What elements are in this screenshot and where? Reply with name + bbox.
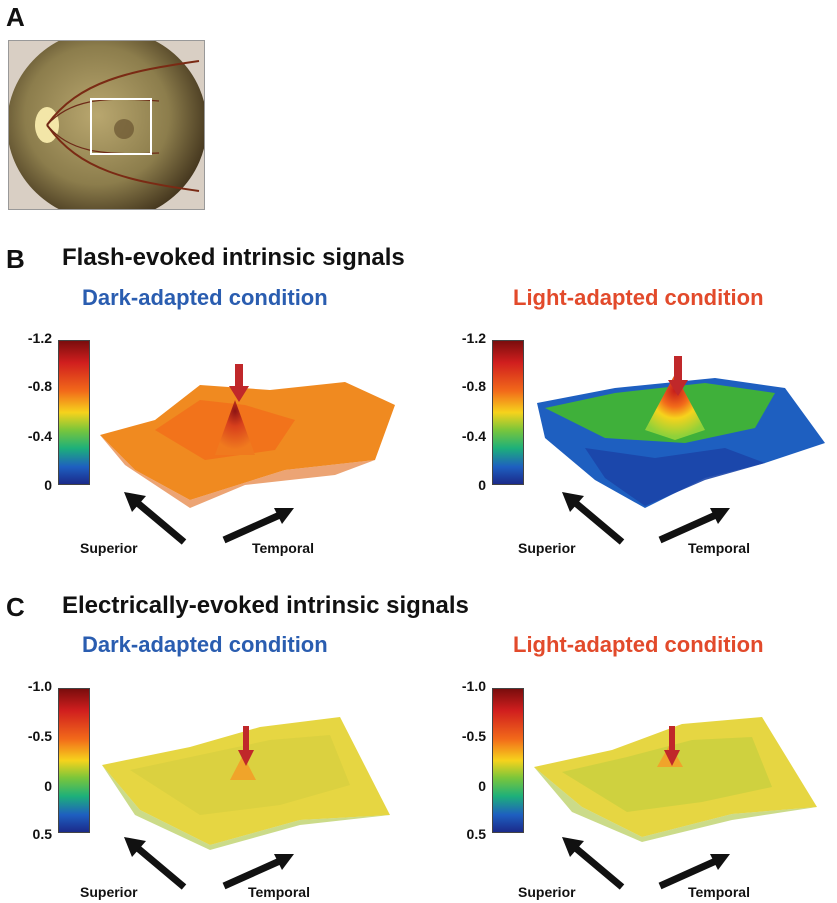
fundus-image bbox=[9, 41, 204, 209]
superior-arrow-icon bbox=[562, 492, 625, 545]
colorbar-c-light bbox=[492, 688, 524, 833]
tick-c-light-2: -0.5 bbox=[461, 728, 486, 744]
temporal-arrow-icon bbox=[222, 854, 294, 890]
superior-arrow-icon bbox=[124, 492, 187, 545]
superior-label-c-light: Superior bbox=[518, 884, 576, 900]
tick-b-dark-3: -0.4 bbox=[27, 428, 52, 444]
tick-c-dark-2: -0.5 bbox=[27, 728, 52, 744]
tick-c-dark-4: 0.5 bbox=[32, 826, 52, 842]
colorbar-b-dark bbox=[58, 340, 90, 485]
temporal-arrow-icon bbox=[658, 508, 730, 544]
red-arrow-icon bbox=[668, 356, 688, 396]
tick-c-dark-1: -1.0 bbox=[27, 678, 52, 694]
surface-b-dark bbox=[100, 382, 395, 508]
temporal-arrow-icon bbox=[658, 854, 730, 890]
panel-c-title: Electrically-evoked intrinsic signals bbox=[62, 592, 469, 619]
tick-c-light-1: -1.0 bbox=[461, 678, 486, 694]
panel-b-title: Flash-evoked intrinsic signals bbox=[62, 244, 405, 271]
temporal-label-c-light: Temporal bbox=[688, 884, 750, 900]
fundus-photo bbox=[8, 40, 205, 210]
colorbar-b-light bbox=[492, 340, 524, 485]
surface-b-light bbox=[537, 374, 825, 508]
panel-a-letter: A bbox=[6, 2, 25, 32]
superior-label-c-dark: Superior bbox=[80, 884, 138, 900]
roi-box bbox=[90, 98, 152, 155]
panel-b-light-label: Light-adapted condition bbox=[513, 285, 764, 310]
superior-label-b-dark: Superior bbox=[80, 540, 138, 556]
superior-arrow-icon bbox=[562, 837, 625, 890]
tick-b-dark-4: 0 bbox=[44, 477, 52, 493]
colorbar-c-dark bbox=[58, 688, 90, 833]
red-arrow-icon bbox=[664, 726, 680, 766]
temporal-label-c-dark: Temporal bbox=[248, 884, 310, 900]
panel-c-light-label: Light-adapted condition bbox=[513, 632, 764, 657]
surface-c-light bbox=[534, 717, 817, 842]
tick-c-dark-3: 0 bbox=[44, 778, 52, 794]
panel-b-dark-label: Dark-adapted condition bbox=[82, 285, 328, 310]
tick-c-light-4: 0.5 bbox=[466, 826, 486, 842]
tick-b-light-4: 0 bbox=[478, 477, 486, 493]
temporal-label-b-light: Temporal bbox=[688, 540, 750, 556]
surface-c-dark bbox=[102, 717, 390, 850]
tick-b-light-2: -0.8 bbox=[461, 378, 486, 394]
red-arrow-icon bbox=[238, 726, 254, 766]
tick-b-light-3: -0.4 bbox=[461, 428, 486, 444]
panel-c-dark-label: Dark-adapted condition bbox=[82, 632, 328, 657]
tick-b-dark-2: -0.8 bbox=[27, 378, 52, 394]
panel-b-letter: B bbox=[6, 244, 25, 274]
tick-c-light-3: 0 bbox=[478, 778, 486, 794]
red-arrow-icon bbox=[229, 364, 249, 402]
panel-c-letter: C bbox=[6, 592, 25, 622]
superior-label-b-light: Superior bbox=[518, 540, 576, 556]
temporal-label-b-dark: Temporal bbox=[252, 540, 314, 556]
tick-b-light-1: -1.2 bbox=[461, 330, 486, 346]
tick-b-dark-1: -1.2 bbox=[27, 330, 52, 346]
superior-arrow-icon bbox=[124, 837, 187, 890]
temporal-arrow-icon bbox=[222, 508, 294, 544]
